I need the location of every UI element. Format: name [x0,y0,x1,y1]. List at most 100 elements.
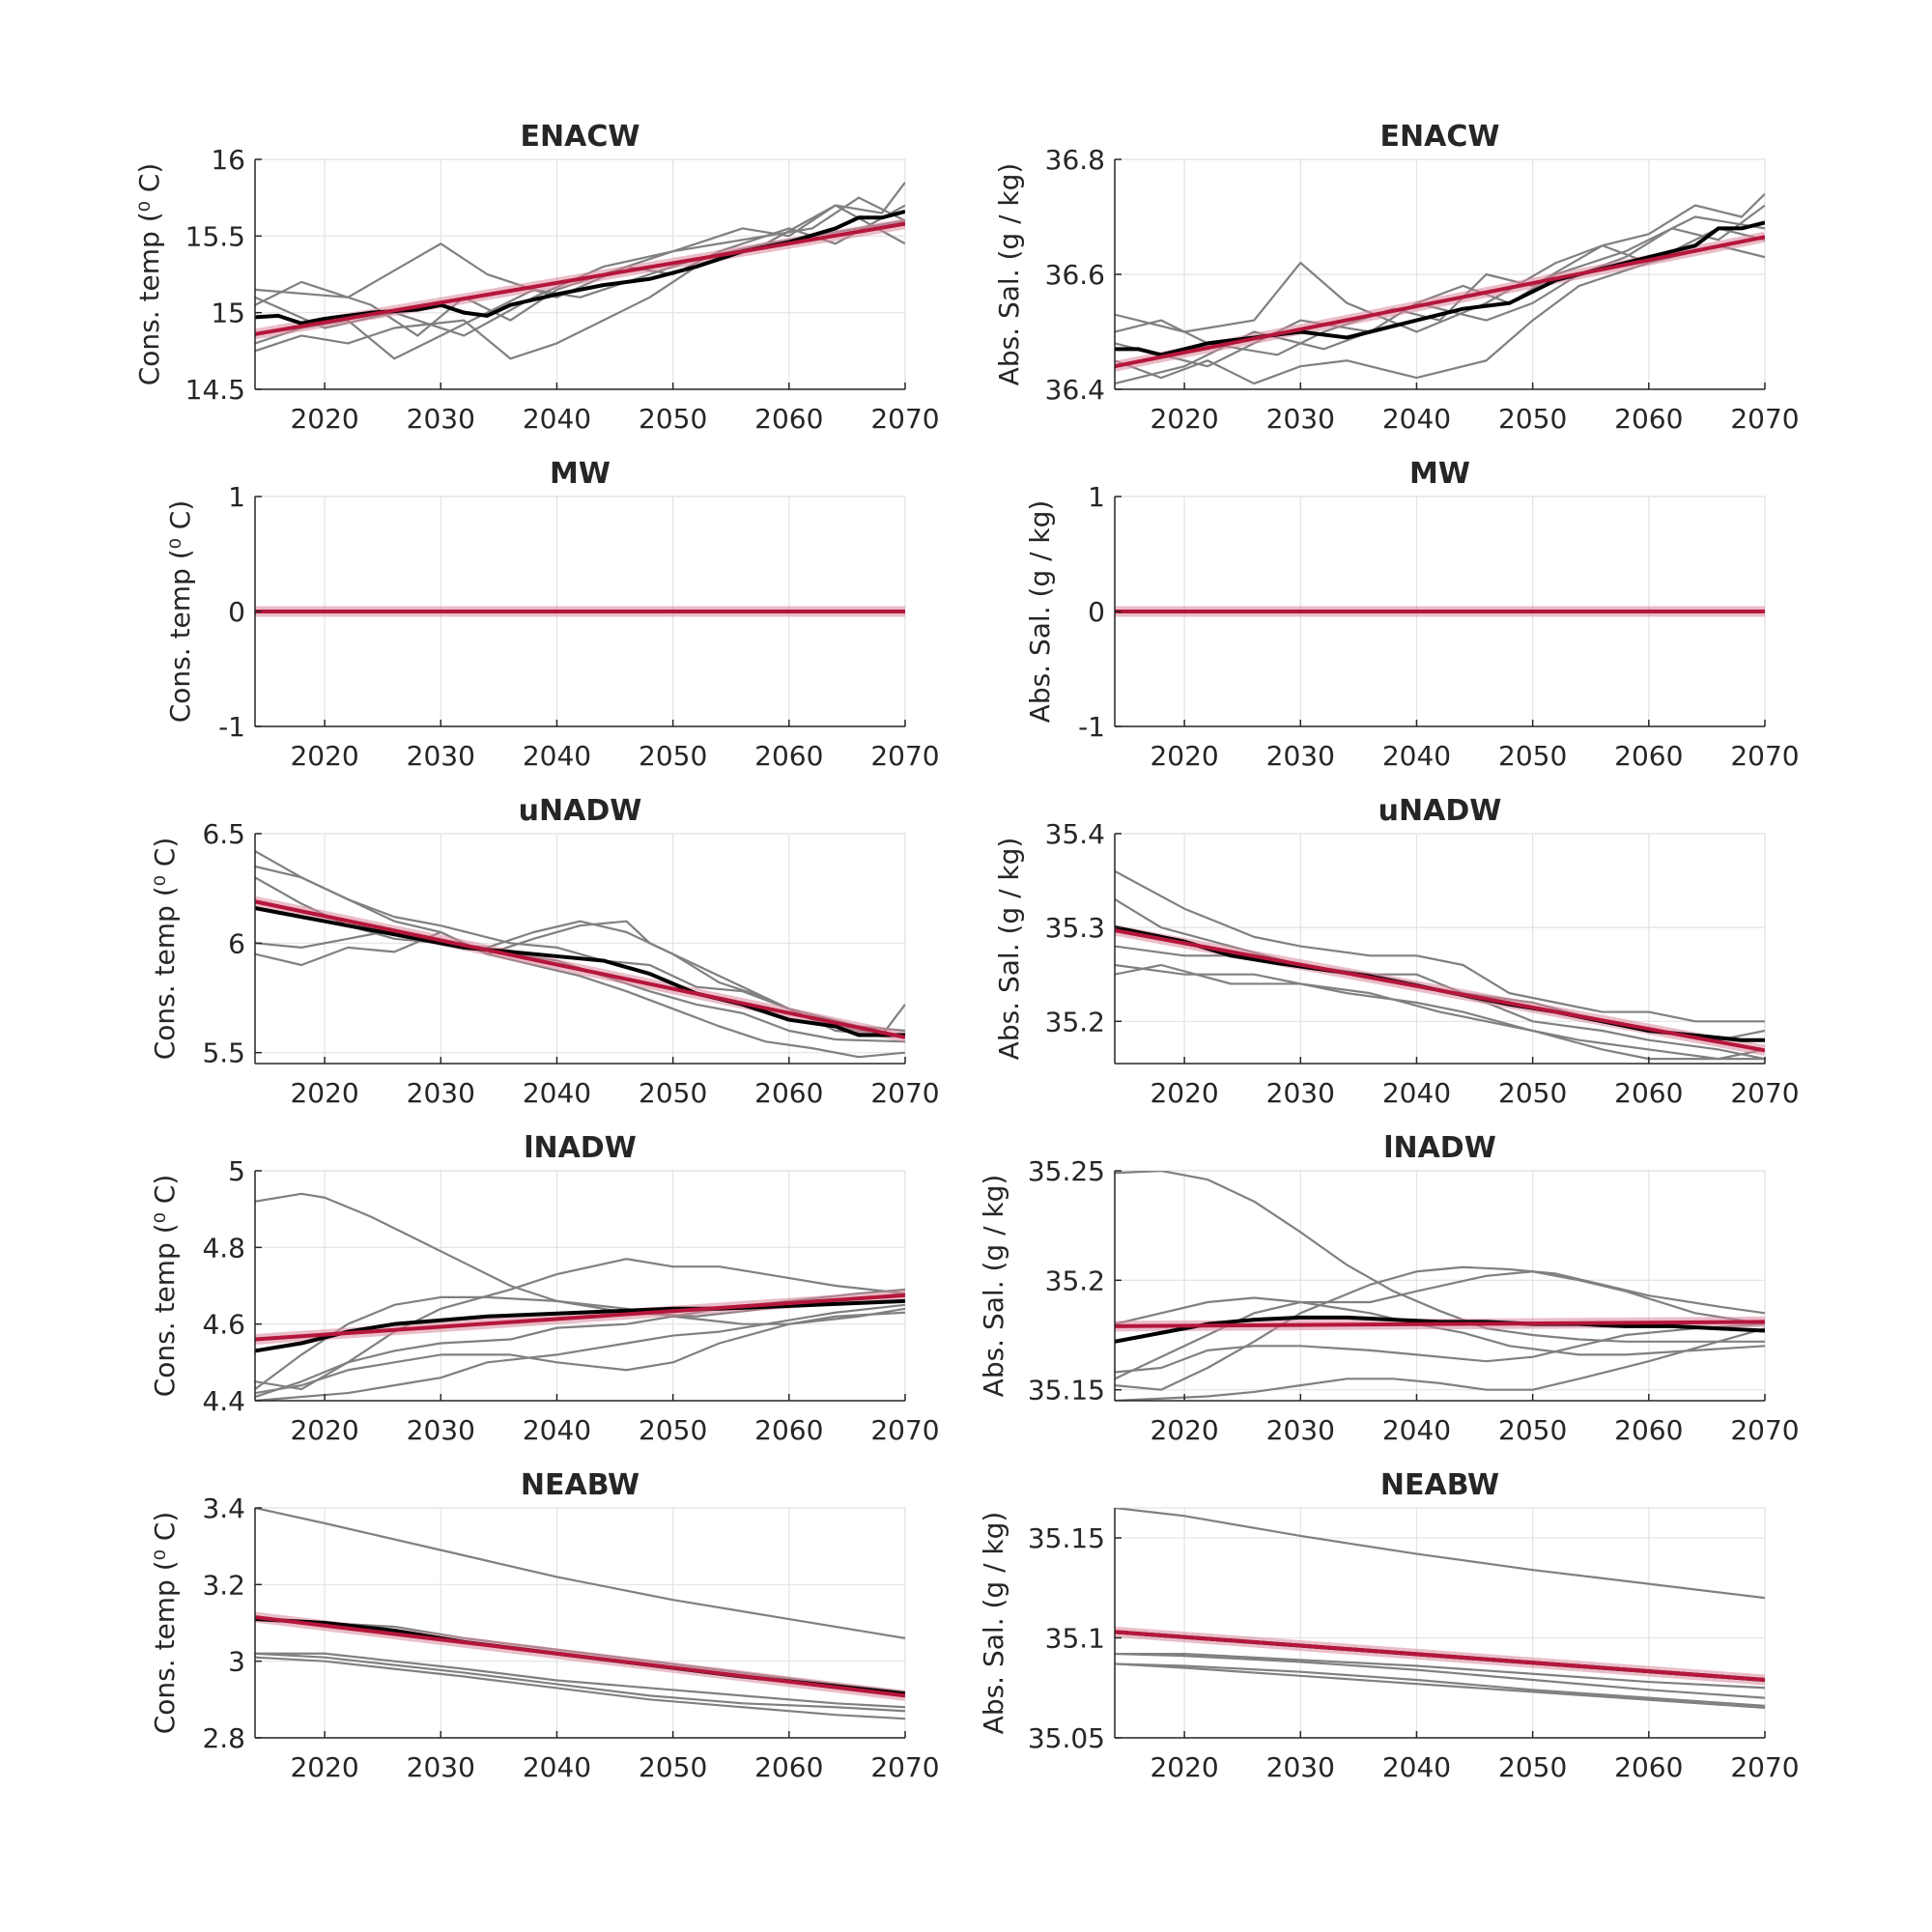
x-tick-label: 2040 [1382,740,1451,772]
y-tick-label: 35.1 [1045,1623,1105,1655]
ensemble-mean-line [255,210,905,326]
ensemble-mean-line [255,906,905,1037]
trend-line [1115,1320,1765,1328]
member-series-1 [1115,1508,1765,1600]
x-tick-label: 2020 [1150,1414,1218,1446]
trend-line [1115,1630,1765,1682]
y-tick-label: 4.4 [202,1385,245,1417]
plot-area [255,182,905,360]
x-tick-label: 2060 [754,1751,823,1783]
panel-lNADW-left: 2020 2030 2040 2050 2060 2070 4.4 4.6 4.8 5 lNADW C… [149,1131,940,1446]
y-tick-label: 1 [1088,481,1105,513]
x-tick-label: 2020 [290,403,358,435]
member-series-2 [1115,1652,1765,1699]
y-axis-label: Cons. temp (⁰ C) [133,163,165,386]
plot-area [255,1192,905,1401]
y-tick-label: 4.8 [202,1232,245,1264]
x-tick-label: 2060 [754,1077,823,1109]
member-series-5 [255,1652,905,1709]
plot-area [1115,869,1765,1061]
y-tick-label: -1 [1078,711,1105,743]
member-series-5 [1115,1322,1765,1374]
y-tick-label: 3.4 [202,1492,245,1524]
plot-area [1115,1171,1765,1401]
y-axis-label: Abs. Sal. (g / kg) [993,163,1025,386]
x-tick-label: 2060 [1614,1414,1683,1446]
x-tick-label: 2070 [1730,740,1799,772]
member-series-1 [1115,192,1765,333]
y-tick-label: 35.2 [1045,1006,1105,1037]
x-tick-label: 2020 [290,1077,358,1109]
x-tick-label: 2050 [1498,1077,1567,1109]
y-tick-label: 6 [228,927,245,959]
y-tick-label: 3 [228,1646,245,1678]
x-tick-label: 2020 [290,740,358,772]
member-series-4 [1115,1327,1765,1401]
y-tick-label: 35.3 [1045,912,1105,944]
x-tick-label: 2060 [754,403,823,435]
x-tick-label: 2060 [1614,1077,1683,1109]
y-tick-label: 1 [228,481,245,513]
x-tick-label: 2040 [523,403,591,435]
member-series-1 [1115,1171,1765,1343]
x-tick-label: 2070 [870,1751,939,1783]
x-tick-label: 2050 [639,1077,707,1109]
panel-title: NEABW [1380,1468,1499,1502]
panel-uNADW-left: 2020 2030 2040 2050 2060 2070 5.5 6 6.5 uNADW Cons… [149,794,940,1109]
x-tick-label: 2070 [870,403,939,435]
plot-area [255,1508,905,1720]
y-tick-label: 36.8 [1045,144,1105,176]
y-tick-label: 35.2 [1045,1264,1105,1296]
panel-ENACW-left: 2020 2030 2040 2050 2060 2070 14.5 15 15.5 16 ENAC… [133,120,940,435]
x-tick-label: 2040 [1382,1414,1451,1446]
x-tick-label: 2030 [1266,1077,1335,1109]
x-tick-label: 2070 [870,740,939,772]
ensemble-mean-line [1115,1315,1765,1344]
x-tick-label: 2040 [1382,1077,1451,1109]
member-series-3 [1115,1662,1765,1707]
y-axis-label: Abs. Sal. (g / kg) [993,838,1025,1061]
x-tick-label: 2030 [407,740,475,772]
member-series-4 [255,1303,905,1401]
x-tick-label: 2030 [407,1077,475,1109]
member-series-3 [255,930,905,1059]
member-series-4 [1115,1662,1765,1710]
x-tick-label: 2040 [1382,1751,1451,1783]
x-tick-label: 2050 [639,740,707,772]
x-tick-label: 2070 [1730,1077,1799,1109]
y-tick-label: 16 [211,144,245,176]
plot-area [1115,192,1765,385]
y-tick-label: 4.6 [202,1309,245,1341]
x-tick-label: 2050 [1498,1751,1567,1783]
x-tick-label: 2030 [407,1414,475,1446]
ensemble-mean-line [1115,220,1765,357]
x-tick-label: 2030 [1266,740,1335,772]
x-tick-label: 2020 [1150,1751,1218,1783]
panel-title: MW [550,457,611,491]
x-tick-label: 2020 [1150,740,1218,772]
plot-area [255,850,905,1059]
y-tick-label: 15.5 [185,220,245,252]
x-tick-label: 2030 [407,1751,475,1783]
y-axis-label: Abs. Sal. (g / kg) [1024,500,1056,724]
panel-lNADW-right: 2020 2030 2040 2050 2060 2070 35.15 35.2 35.25 lN… [978,1131,1800,1446]
member-series-1 [255,1508,905,1639]
member-series-5 [1115,1652,1765,1690]
x-tick-label: 2040 [523,1414,591,1446]
x-tick-label: 2020 [1150,403,1218,435]
x-tick-label: 2030 [1266,403,1335,435]
panel-title: uNADW [1378,794,1502,828]
ensemble-mean-line [255,1298,905,1353]
panel-MW-left: 2020 2030 2040 2050 2060 2070 -1 0 1 MW Cons. temp… [164,457,940,772]
trend-line [255,1293,905,1342]
member-series-1 [255,182,905,298]
trend-line [255,1615,905,1698]
y-tick-label: 2.8 [202,1722,245,1754]
y-tick-label: 36.4 [1045,374,1105,406]
panel-title: ENACW [1380,120,1500,154]
member-series-3 [255,1652,905,1713]
trend-line [1115,928,1765,1053]
x-tick-label: 2070 [1730,1414,1799,1446]
x-tick-label: 2050 [639,1414,707,1446]
